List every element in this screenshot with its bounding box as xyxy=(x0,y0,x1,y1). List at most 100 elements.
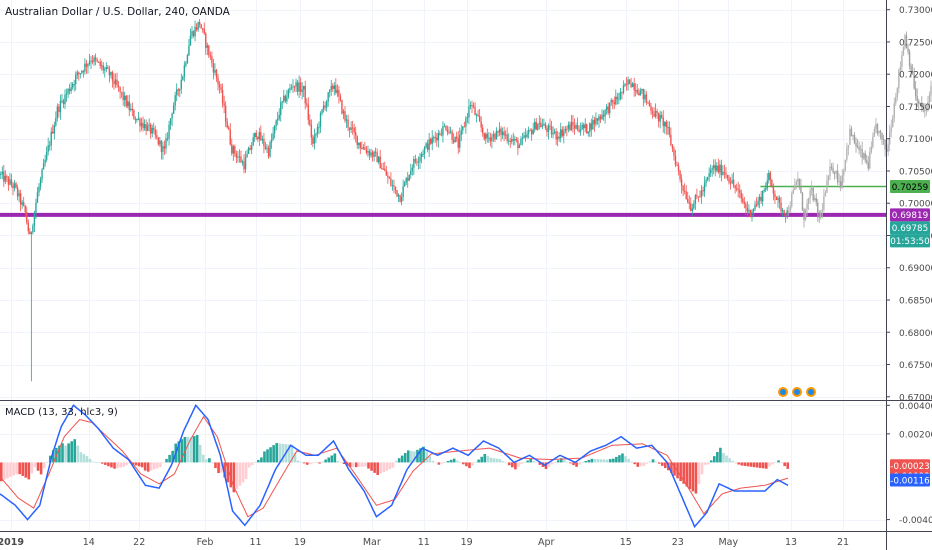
macd-histogram-bar xyxy=(780,462,783,464)
candle xyxy=(748,204,750,214)
projection-bar xyxy=(830,163,833,171)
price-candles[interactable] xyxy=(0,18,788,382)
candle xyxy=(278,108,280,121)
macd-histogram-bar xyxy=(376,462,379,475)
candle xyxy=(396,190,398,198)
candle xyxy=(615,89,617,106)
economic-events[interactable] xyxy=(777,386,817,398)
projection-bar xyxy=(852,134,854,141)
candle xyxy=(220,83,222,93)
macd-histogram-bar xyxy=(523,462,526,463)
macd-histogram-bar xyxy=(48,455,52,463)
candle xyxy=(625,77,628,91)
macd-histogram-bar xyxy=(673,462,676,476)
macd-histogram-bar xyxy=(110,462,113,468)
macd-histogram-bar xyxy=(107,462,110,467)
projection-bar xyxy=(832,162,834,174)
candle xyxy=(462,126,464,135)
time-tick-label: Mar xyxy=(363,537,381,548)
candle xyxy=(624,82,626,87)
macd-histogram-bar xyxy=(168,454,171,463)
candle xyxy=(376,148,378,163)
candle xyxy=(494,132,496,143)
horizontal-lines[interactable] xyxy=(0,185,886,217)
candle xyxy=(581,122,583,130)
projection-bar xyxy=(856,139,859,149)
macd-histogram-bar xyxy=(514,462,517,470)
projection-bar xyxy=(876,123,879,136)
candle xyxy=(523,131,525,139)
macd-histogram-bar xyxy=(201,454,205,463)
candle xyxy=(477,109,479,117)
projection-bar xyxy=(895,92,897,107)
candle xyxy=(238,149,241,163)
projection-bar xyxy=(919,102,921,105)
candle xyxy=(648,99,651,107)
projection-bar xyxy=(921,96,923,113)
candle xyxy=(619,88,622,101)
candle xyxy=(512,132,514,146)
candle xyxy=(754,200,756,212)
economic-event-icon[interactable] xyxy=(791,386,803,398)
candle xyxy=(309,114,311,127)
candle xyxy=(330,79,332,96)
candle xyxy=(249,144,251,151)
macd-histogram-bar xyxy=(602,459,606,463)
candle xyxy=(335,78,337,95)
candle xyxy=(180,73,182,94)
macd-histogram-bar xyxy=(468,462,471,469)
macd-histogram-bar xyxy=(535,462,539,464)
candle xyxy=(737,181,739,198)
candle xyxy=(197,21,199,32)
macd-histogram-bar xyxy=(716,451,719,463)
candle xyxy=(88,53,91,66)
candle xyxy=(661,111,663,120)
countdown-tag: 01:53:50 xyxy=(890,234,930,248)
candle xyxy=(514,135,516,146)
candle xyxy=(517,137,519,156)
candle xyxy=(243,154,245,174)
macd-histogram-bar xyxy=(431,460,435,463)
projection-bar xyxy=(850,126,853,137)
candle xyxy=(403,180,406,187)
macd-histogram-bar xyxy=(459,462,462,464)
macd-histogram-bar xyxy=(410,450,413,463)
candle xyxy=(774,190,776,204)
candle xyxy=(341,99,343,115)
projection-bar xyxy=(840,175,842,192)
economic-event-icon[interactable] xyxy=(805,386,817,398)
candle xyxy=(552,126,554,139)
macd-histogram-bar xyxy=(321,461,324,463)
macd-histogram-bar xyxy=(293,452,297,463)
economic-event-icon[interactable] xyxy=(777,386,789,398)
candle xyxy=(708,167,710,182)
candle xyxy=(36,186,39,203)
macd-histogram-bar xyxy=(624,456,627,463)
candle xyxy=(560,122,562,143)
macd-histogram-bar xyxy=(137,462,141,467)
macd-histogram-bar xyxy=(621,453,624,463)
candle xyxy=(478,108,481,123)
candle xyxy=(200,23,202,29)
candle xyxy=(595,112,597,127)
macd-histogram-bar xyxy=(703,462,707,465)
candle xyxy=(607,102,609,116)
candle xyxy=(119,86,121,99)
macd-histogram-bar xyxy=(734,462,737,464)
candle xyxy=(556,131,559,147)
candle xyxy=(690,197,692,212)
time-axis[interactable]: 2019 14 22 Feb 11 19 Mar 11 19 Apr 15 23 May 13 21 xyxy=(0,537,849,548)
candle xyxy=(125,94,127,108)
candle xyxy=(299,77,302,96)
projection-bar xyxy=(872,132,874,149)
macd-histogram-bar xyxy=(569,462,572,464)
candle xyxy=(645,91,648,106)
macd-histogram-bar xyxy=(67,443,70,463)
candle xyxy=(492,130,495,142)
macd-histogram-bar xyxy=(250,462,254,465)
candle xyxy=(768,170,770,184)
projection-bar xyxy=(908,49,911,70)
candle xyxy=(463,121,466,128)
candle xyxy=(232,144,235,161)
